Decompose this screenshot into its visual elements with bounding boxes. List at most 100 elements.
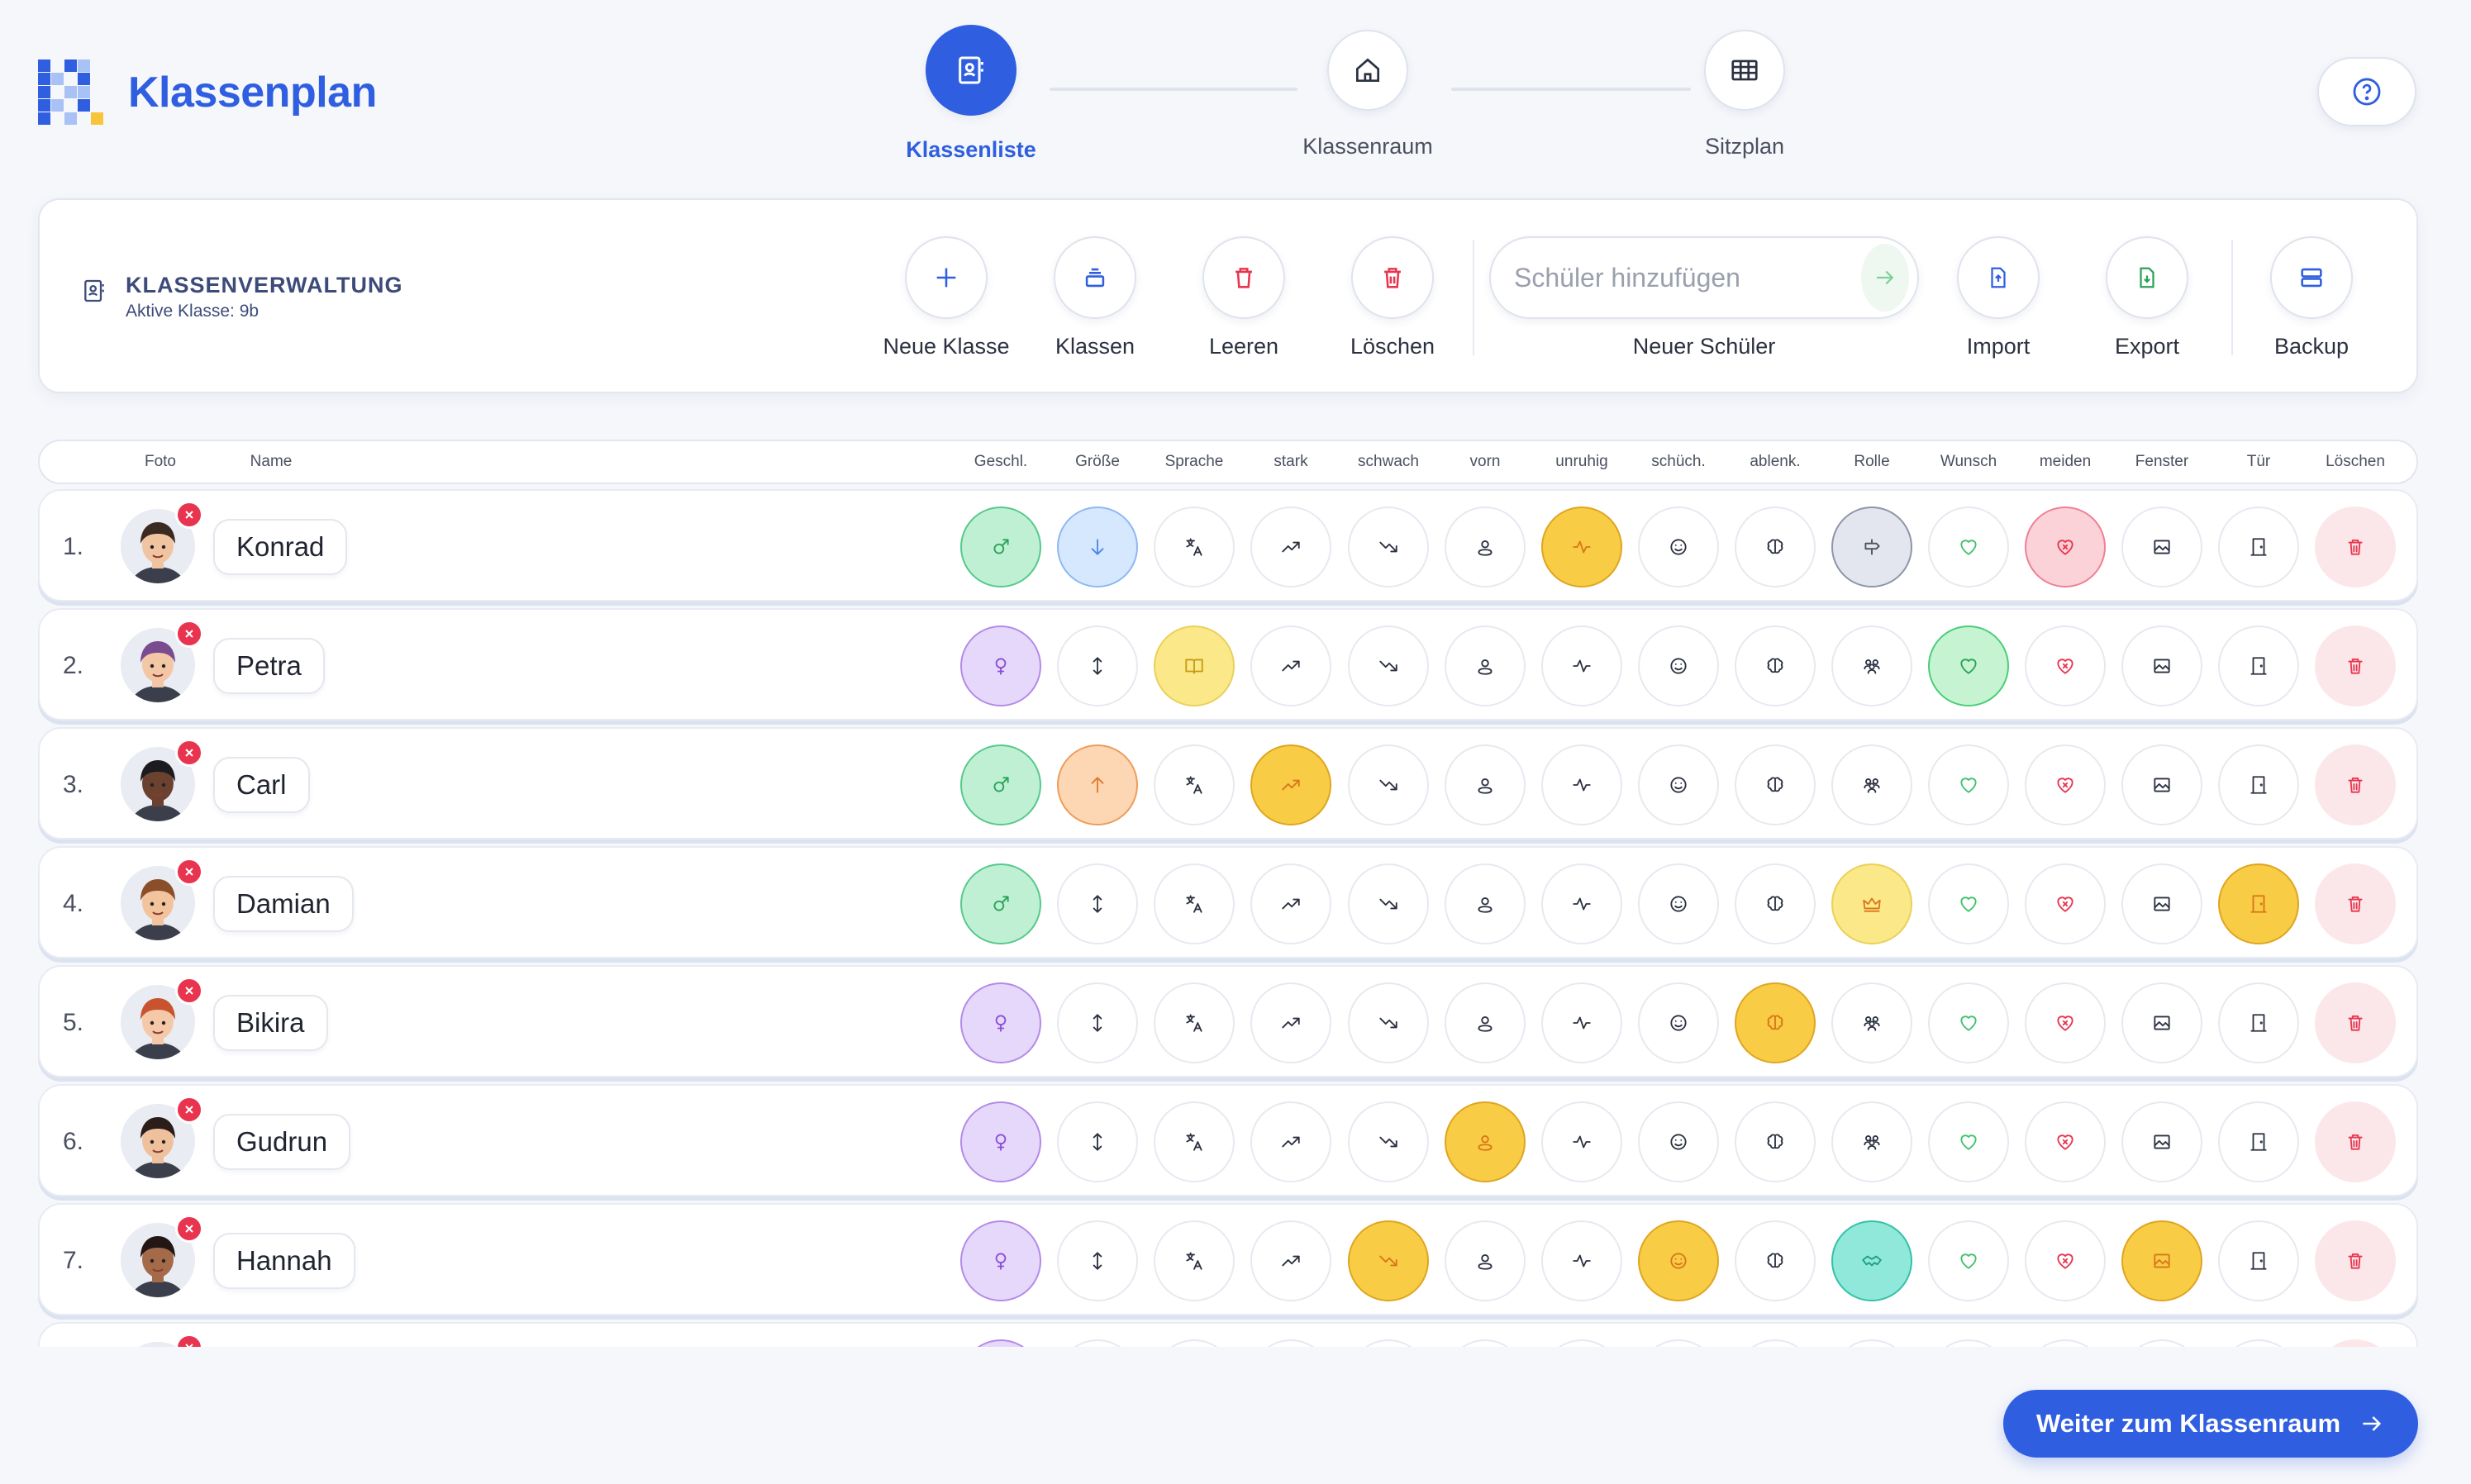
toggle-unruhig[interactable] bbox=[1541, 625, 1622, 706]
toggle-geschl[interactable] bbox=[960, 507, 1041, 587]
toggle-stark[interactable] bbox=[1250, 863, 1331, 944]
toggle-rolle[interactable] bbox=[1831, 507, 1912, 587]
toggle-sprache[interactable] bbox=[1154, 1101, 1235, 1182]
toggle-unruhig[interactable] bbox=[1541, 863, 1622, 944]
toggle-schuech[interactable] bbox=[1638, 1101, 1719, 1182]
toggle-vorn[interactable] bbox=[1445, 982, 1526, 1063]
toggle-fenster[interactable] bbox=[2121, 507, 2202, 587]
toggle-fenster[interactable] bbox=[2121, 1220, 2202, 1301]
toggle-loeschen[interactable] bbox=[2315, 982, 2396, 1063]
new-class-button[interactable]: Neue Klasse bbox=[872, 236, 1021, 359]
toggle-sprache[interactable] bbox=[1154, 982, 1235, 1063]
toggle-ablenk[interactable] bbox=[1735, 625, 1816, 706]
toggle-sprache[interactable] bbox=[1154, 744, 1235, 825]
toggle-groesse[interactable] bbox=[1057, 1220, 1138, 1301]
student-name-field[interactable]: Konrad bbox=[213, 519, 348, 575]
toggle-loeschen[interactable] bbox=[2315, 507, 2396, 587]
toggle-unruhig[interactable] bbox=[1541, 744, 1622, 825]
toggle-geschl[interactable] bbox=[960, 625, 1041, 706]
toggle-schwach[interactable] bbox=[1348, 1220, 1429, 1301]
toggle-loeschen[interactable] bbox=[2315, 744, 2396, 825]
add-student-input[interactable] bbox=[1514, 262, 1861, 293]
toggle-wunsch[interactable] bbox=[1928, 625, 2009, 706]
toggle-stark[interactable] bbox=[1250, 1220, 1331, 1301]
toggle-ablenk[interactable] bbox=[1735, 507, 1816, 587]
toggle-geschl[interactable] bbox=[960, 863, 1041, 944]
delete-class-button[interactable]: Löschen bbox=[1318, 236, 1467, 359]
toggle-rolle[interactable] bbox=[1831, 863, 1912, 944]
student-name-field[interactable]: Hannah bbox=[213, 1233, 355, 1289]
toggle-tuer[interactable] bbox=[2218, 625, 2299, 706]
student-name-field[interactable]: Carl bbox=[213, 757, 310, 813]
classes-button[interactable]: Klassen bbox=[1021, 236, 1169, 359]
toggle-vorn[interactable] bbox=[1445, 863, 1526, 944]
toggle-schuech[interactable] bbox=[1638, 982, 1719, 1063]
toggle-geschl[interactable] bbox=[960, 1220, 1041, 1301]
toggle-stark[interactable] bbox=[1250, 625, 1331, 706]
toggle-tuer[interactable] bbox=[2218, 1101, 2299, 1182]
toggle-tuer[interactable] bbox=[2218, 507, 2299, 587]
toggle-loeschen[interactable] bbox=[2315, 625, 2396, 706]
remove-photo-button[interactable] bbox=[175, 620, 203, 648]
toggle-groesse[interactable] bbox=[1057, 1101, 1138, 1182]
toggle-wunsch[interactable] bbox=[1928, 1220, 2009, 1301]
toggle-rolle[interactable] bbox=[1831, 744, 1912, 825]
toggle-ablenk[interactable] bbox=[1735, 1220, 1816, 1301]
toggle-sprache[interactable] bbox=[1154, 625, 1235, 706]
student-name-field[interactable]: Damian bbox=[213, 876, 354, 932]
toggle-tuer[interactable] bbox=[2218, 863, 2299, 944]
toggle-stark[interactable] bbox=[1250, 982, 1331, 1063]
toggle-schwach[interactable] bbox=[1348, 1101, 1429, 1182]
toggle-loeschen[interactable] bbox=[2315, 1220, 2396, 1301]
toggle-loeschen[interactable] bbox=[2315, 863, 2396, 944]
toggle-schwach[interactable] bbox=[1348, 744, 1429, 825]
toggle-geschl[interactable] bbox=[960, 982, 1041, 1063]
toggle-groesse[interactable] bbox=[1057, 982, 1138, 1063]
remove-photo-button[interactable] bbox=[175, 977, 203, 1005]
toggle-unruhig[interactable] bbox=[1541, 1220, 1622, 1301]
toggle-meiden[interactable] bbox=[2025, 507, 2106, 587]
avatar[interactable] bbox=[121, 1342, 195, 1348]
toggle-ablenk[interactable] bbox=[1735, 863, 1816, 944]
toggle-meiden[interactable] bbox=[2025, 1220, 2106, 1301]
toggle-wunsch[interactable] bbox=[1928, 1101, 2009, 1182]
toggle-schuech[interactable] bbox=[1638, 625, 1719, 706]
toggle-vorn[interactable] bbox=[1445, 744, 1526, 825]
toggle-wunsch[interactable] bbox=[1928, 507, 2009, 587]
export-button[interactable]: Export bbox=[2073, 236, 2221, 359]
toggle-sprache[interactable] bbox=[1154, 1220, 1235, 1301]
add-student-submit-button[interactable] bbox=[1861, 244, 1909, 312]
next-to-classroom-button[interactable]: Weiter zum Klassenraum bbox=[2003, 1390, 2418, 1458]
toggle-sprache[interactable] bbox=[1154, 863, 1235, 944]
toggle-stark[interactable] bbox=[1250, 1101, 1331, 1182]
toggle-ablenk[interactable] bbox=[1735, 1101, 1816, 1182]
toggle-groesse[interactable] bbox=[1057, 625, 1138, 706]
toggle-schuech[interactable] bbox=[1638, 1220, 1719, 1301]
step-sitzplan[interactable]: Sitzplan bbox=[1637, 30, 1852, 159]
clear-button[interactable]: Leeren bbox=[1169, 236, 1318, 359]
toggle-meiden[interactable] bbox=[2025, 625, 2106, 706]
toggle-vorn[interactable] bbox=[1445, 507, 1526, 587]
toggle-rolle[interactable] bbox=[1831, 1220, 1912, 1301]
remove-photo-button[interactable] bbox=[175, 501, 203, 529]
toggle-tuer[interactable] bbox=[2218, 982, 2299, 1063]
toggle-tuer[interactable] bbox=[2218, 744, 2299, 825]
toggle-unruhig[interactable] bbox=[1541, 507, 1622, 587]
toggle-fenster[interactable] bbox=[2121, 625, 2202, 706]
toggle-vorn[interactable] bbox=[1445, 625, 1526, 706]
toggle-ablenk[interactable] bbox=[1735, 982, 1816, 1063]
toggle-wunsch[interactable] bbox=[1928, 982, 2009, 1063]
toggle-rolle[interactable] bbox=[1831, 1101, 1912, 1182]
student-name-field[interactable]: Gudrun bbox=[213, 1114, 351, 1170]
toggle-schuech[interactable] bbox=[1638, 507, 1719, 587]
help-button[interactable] bbox=[2317, 57, 2416, 126]
toggle-fenster[interactable] bbox=[2121, 863, 2202, 944]
toggle-wunsch[interactable] bbox=[1928, 744, 2009, 825]
toggle-fenster[interactable] bbox=[2121, 744, 2202, 825]
toggle-schwach[interactable] bbox=[1348, 625, 1429, 706]
student-name-field[interactable]: Bikira bbox=[213, 995, 328, 1051]
toggle-groesse[interactable] bbox=[1057, 744, 1138, 825]
toggle-meiden[interactable] bbox=[2025, 863, 2106, 944]
toggle-rolle[interactable] bbox=[1831, 625, 1912, 706]
toggle-ablenk[interactable] bbox=[1735, 744, 1816, 825]
